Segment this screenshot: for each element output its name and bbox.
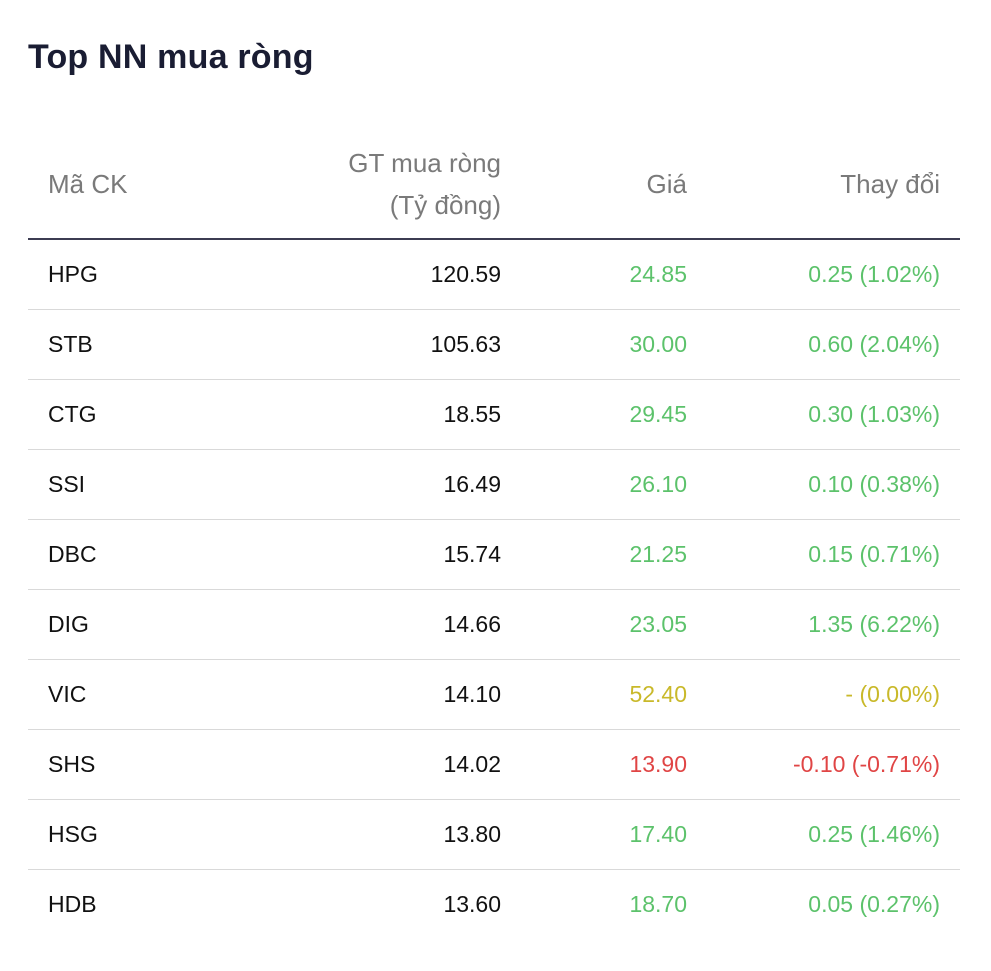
cell-net-buy-value: 15.74 <box>228 519 521 590</box>
table-row[interactable]: HSG 13.80 17.40 0.25 (1.46%) <box>28 799 960 870</box>
cell-symbol[interactable]: SHS <box>28 729 228 800</box>
table-row[interactable]: HDB 13.60 18.70 0.05 (0.27%) <box>28 870 960 940</box>
cell-change: -0.10 (-0.71%) <box>707 729 960 800</box>
cell-symbol[interactable]: SSI <box>28 449 228 520</box>
cell-change: 0.60 (2.04%) <box>707 309 960 380</box>
cell-price: 24.85 <box>521 239 707 310</box>
cell-net-buy-value: 13.80 <box>228 799 521 870</box>
cell-price: 21.25 <box>521 519 707 590</box>
cell-symbol[interactable]: HDB <box>48 891 97 917</box>
table-row[interactable]: DBC 15.74 21.25 0.15 (0.71%) <box>28 519 960 590</box>
cell-change: 0.30 (1.03%) <box>707 379 960 450</box>
table-row[interactable]: CTG 18.55 29.45 0.30 (1.03%) <box>28 379 960 450</box>
cell-net-buy-value: 18.55 <box>228 379 521 450</box>
cell-change: 0.25 (1.02%) <box>707 239 960 310</box>
cell-symbol[interactable]: CTG <box>28 379 228 450</box>
cell-symbol[interactable]: HSG <box>28 799 228 870</box>
cell-change: 0.25 (1.46%) <box>707 799 960 870</box>
cell-change: 0.15 (0.71%) <box>707 519 960 590</box>
header-change[interactable]: Thay đổi <box>707 130 960 240</box>
table-header-row: Mã CK GT mua ròng (Tỷ đồng) Giá Thay đổi <box>28 130 960 240</box>
cell-symbol[interactable]: DBC <box>28 519 228 590</box>
cell-symbol[interactable]: STB <box>28 309 228 380</box>
table-row[interactable]: SHS 14.02 13.90 -0.10 (-0.71%) <box>28 729 960 800</box>
cell-net-buy-value: 13.60 <box>443 891 501 917</box>
cell-net-buy-value: 120.59 <box>228 239 521 310</box>
cell-net-buy-value: 105.63 <box>228 309 521 380</box>
cell-price: 30.00 <box>521 309 707 380</box>
cell-symbol[interactable]: HPG <box>28 239 228 310</box>
cell-change: - (0.00%) <box>707 659 960 730</box>
table-row[interactable]: DIG 14.66 23.05 1.35 (6.22%) <box>28 589 960 660</box>
table-row[interactable]: SSI 16.49 26.10 0.10 (0.38%) <box>28 449 960 520</box>
widget-title: Top NN mua ròng <box>28 38 314 76</box>
cell-symbol[interactable]: VIC <box>28 659 228 730</box>
cell-net-buy-value: 14.10 <box>228 659 521 730</box>
cell-net-buy-value: 14.66 <box>228 589 521 660</box>
cell-price: 23.05 <box>521 589 707 660</box>
header-price[interactable]: Giá <box>521 130 707 240</box>
net-buy-table: Mã CK GT mua ròng (Tỷ đồng) Giá Thay đổi… <box>28 130 960 939</box>
cell-price: 26.10 <box>521 449 707 520</box>
cell-change: 0.10 (0.38%) <box>707 449 960 520</box>
cell-change: 1.35 (6.22%) <box>707 589 960 660</box>
cell-change: 0.05 (0.27%) <box>808 891 940 917</box>
table-row[interactable]: VIC 14.10 52.40- (0.00%) <box>28 659 960 730</box>
cell-net-buy-value: 14.02 <box>228 729 521 800</box>
cell-price: 52.40 <box>521 659 707 730</box>
cell-net-buy-value: 16.49 <box>228 449 521 520</box>
cell-price: 13.90 <box>521 729 707 800</box>
cell-symbol[interactable]: DIG <box>28 589 228 660</box>
header-net-buy-value[interactable]: GT mua ròng (Tỷ đồng) <box>228 130 521 240</box>
table-body: HPG 120.59 24.85 0.25 (1.02%) STB 105.63 30.00… <box>28 239 960 939</box>
cell-price: 29.45 <box>521 379 707 450</box>
table-row[interactable]: STB 105.63 30.00 0.60 (2.04%) <box>28 309 960 380</box>
header-symbol[interactable]: Mã CK <box>28 130 228 240</box>
cell-price: 17.40 <box>521 799 707 870</box>
table-row[interactable]: HPG 120.59 24.85 0.25 (1.02%) <box>28 239 960 310</box>
cell-price: 18.70 <box>629 891 687 917</box>
